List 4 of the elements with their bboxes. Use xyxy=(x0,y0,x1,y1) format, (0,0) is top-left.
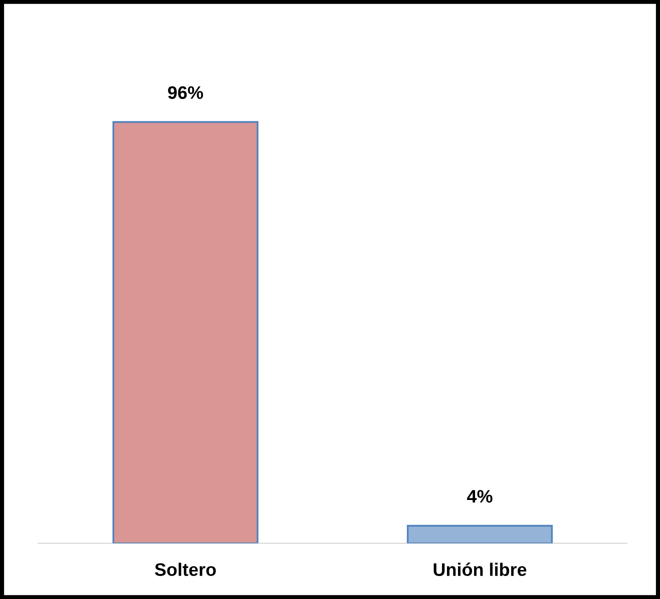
x-tick-label: Soltero xyxy=(154,562,216,576)
data-label: 4% xyxy=(467,490,492,503)
data-label: 96% xyxy=(168,86,204,99)
x-tick-label: Unión libre xyxy=(434,562,526,576)
